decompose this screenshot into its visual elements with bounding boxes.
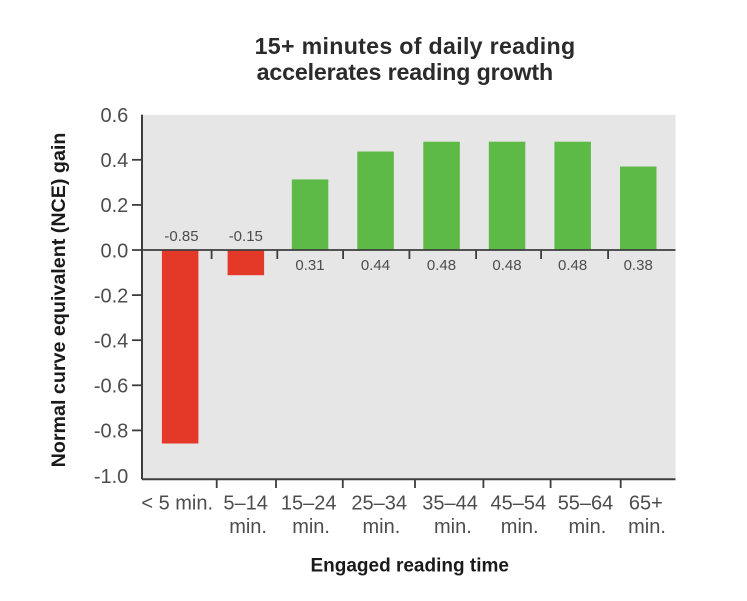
- svg-text:-1.0: -1.0: [94, 466, 128, 488]
- svg-text:-0.6: -0.6: [94, 376, 128, 398]
- svg-text:min.: min.: [501, 516, 539, 538]
- svg-text:min.: min.: [434, 516, 472, 538]
- svg-text:-0.4: -0.4: [94, 331, 128, 353]
- svg-text:min.: min.: [569, 516, 607, 538]
- svg-text:0.48: 0.48: [492, 257, 521, 274]
- svg-text:-0.85: -0.85: [164, 228, 198, 245]
- svg-text:Normal curve equivalent (NCE): Normal curve equivalent (NCE) gain: [48, 133, 70, 468]
- svg-text:0.48: 0.48: [558, 257, 587, 274]
- svg-text:-0.8: -0.8: [94, 421, 128, 443]
- svg-text:min.: min.: [363, 516, 401, 538]
- svg-text:0.44: 0.44: [361, 257, 390, 274]
- svg-text:-0.2: -0.2: [94, 285, 128, 307]
- svg-text:min.: min.: [229, 516, 267, 538]
- svg-text:-0.15: -0.15: [229, 228, 263, 245]
- svg-text:accelerates reading growth: accelerates reading growth: [257, 59, 553, 85]
- svg-text:55–64: 55–64: [558, 493, 614, 515]
- svg-text:Engaged reading time: Engaged reading time: [310, 556, 508, 577]
- svg-text:25–34: 25–34: [351, 493, 407, 515]
- svg-text:5–14: 5–14: [223, 493, 268, 515]
- svg-text:min.: min.: [628, 516, 666, 538]
- svg-text:65+: 65+: [629, 493, 663, 515]
- svg-text:15+ minutes of daily reading: 15+ minutes of daily reading: [255, 33, 576, 59]
- svg-text:< 5 min.: < 5 min.: [141, 493, 213, 515]
- svg-text:45–54: 45–54: [490, 493, 546, 515]
- svg-text:15–24: 15–24: [281, 493, 337, 515]
- svg-text:0.38: 0.38: [624, 257, 653, 274]
- svg-text:min.: min.: [292, 516, 330, 538]
- svg-text:35–44: 35–44: [422, 493, 478, 515]
- svg-text:0.48: 0.48: [427, 257, 456, 274]
- svg-text:0.0: 0.0: [100, 240, 128, 262]
- svg-text:0.31: 0.31: [295, 257, 324, 274]
- svg-text:0.6: 0.6: [100, 105, 128, 127]
- svg-text:0.2: 0.2: [100, 195, 128, 217]
- svg-text:0.4: 0.4: [100, 150, 128, 172]
